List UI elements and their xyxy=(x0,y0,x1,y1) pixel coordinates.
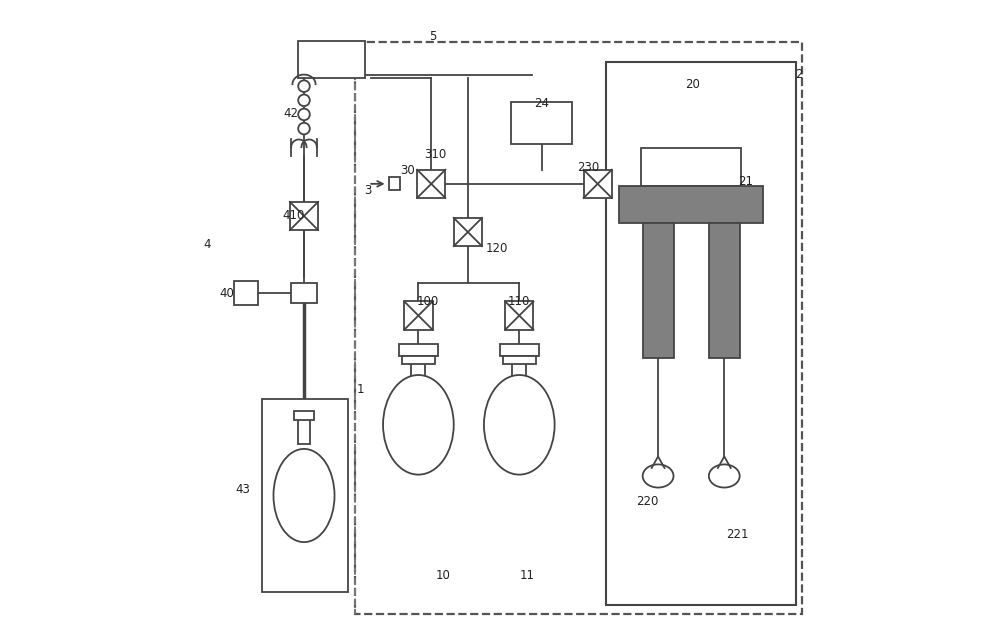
Bar xyxy=(606,62,796,605)
Bar xyxy=(298,412,310,444)
Bar xyxy=(454,218,482,246)
Text: 1: 1 xyxy=(357,383,364,396)
Text: 410: 410 xyxy=(282,209,304,222)
Text: 40: 40 xyxy=(219,287,234,299)
Bar xyxy=(417,170,445,198)
Circle shape xyxy=(298,109,310,120)
Ellipse shape xyxy=(484,375,555,475)
Bar xyxy=(411,348,425,377)
Text: 20: 20 xyxy=(685,78,700,91)
Text: 4: 4 xyxy=(204,238,211,251)
Bar xyxy=(619,185,763,223)
Text: 310: 310 xyxy=(425,148,447,162)
Bar xyxy=(584,170,612,198)
Circle shape xyxy=(298,80,310,92)
Bar xyxy=(294,411,314,420)
Bar xyxy=(262,399,348,592)
Ellipse shape xyxy=(643,464,674,488)
Bar xyxy=(234,281,258,305)
Text: 21: 21 xyxy=(738,175,753,189)
Text: 10: 10 xyxy=(436,569,451,582)
Ellipse shape xyxy=(273,449,335,542)
Text: 42: 42 xyxy=(284,107,299,120)
Bar xyxy=(298,41,365,78)
Text: 120: 120 xyxy=(486,242,508,254)
Text: 11: 11 xyxy=(519,569,534,582)
Text: 3: 3 xyxy=(365,184,372,197)
Ellipse shape xyxy=(709,464,740,488)
Bar xyxy=(402,356,435,364)
Text: 2: 2 xyxy=(795,68,803,81)
Text: 5: 5 xyxy=(429,30,436,43)
Bar xyxy=(355,43,802,614)
Text: 24: 24 xyxy=(534,97,549,110)
Bar xyxy=(389,177,400,190)
Bar xyxy=(290,202,318,230)
Bar xyxy=(503,356,536,364)
Ellipse shape xyxy=(383,375,454,475)
Text: 30: 30 xyxy=(400,164,415,178)
Bar xyxy=(511,102,572,144)
Text: 220: 220 xyxy=(637,495,659,508)
Circle shape xyxy=(298,95,310,106)
Bar xyxy=(709,223,740,358)
Text: 100: 100 xyxy=(417,295,439,308)
Text: 221: 221 xyxy=(727,527,749,540)
Bar xyxy=(505,301,533,330)
Text: 110: 110 xyxy=(508,295,530,308)
Bar xyxy=(404,301,433,330)
Text: 43: 43 xyxy=(236,482,250,496)
Bar xyxy=(500,345,539,356)
Bar xyxy=(643,223,674,358)
Bar xyxy=(399,345,438,356)
Bar xyxy=(291,283,317,303)
Circle shape xyxy=(298,123,310,135)
Bar xyxy=(512,348,526,377)
Text: 230: 230 xyxy=(577,161,599,175)
Bar xyxy=(641,149,741,185)
